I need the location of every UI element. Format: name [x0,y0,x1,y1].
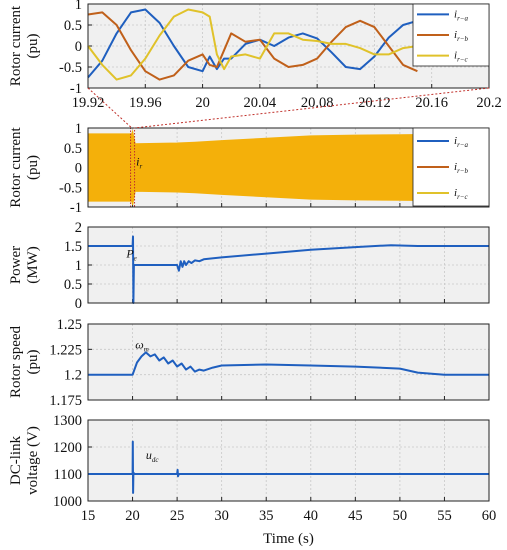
y-tick-label: 1 [75,258,82,274]
plot-frame [87,323,490,401]
y-tick-label: 1.2 [64,368,82,384]
zoom-connector-left [87,87,133,129]
x-tick-label: 20.04 [244,95,277,111]
x-tick-label: 15 [81,508,96,524]
panel-speed: 1.25 1.225 1.2 1.175 Rotor speed(pu) ωm [8,317,490,409]
legend-entry: ir−a [454,135,469,149]
y-tick-label: 0 [75,296,82,312]
y-tick-label: 1 [75,0,82,13]
x-axis-title: Time (s) [263,531,314,547]
x-tick-label: 40 [304,508,319,524]
series-annotation: ir [136,155,142,171]
y-tick-label: 2 [75,220,82,236]
plot-area [88,324,489,400]
y-axis-label: Rotor current(pu) [8,5,41,86]
x-tick-label: 19.96 [129,95,162,111]
legend-entry: ir−a [454,8,469,22]
x-tick-label: 19.92 [72,95,105,111]
x-tick-label: 25 [170,508,185,524]
y-tick-label: 0.5 [64,141,82,157]
y-tick-label: 0.5 [64,18,82,34]
y-tick-label: 1000 [53,494,82,510]
y-tick-label: 0 [75,161,82,177]
x-tick-label: 45 [348,508,363,524]
panel-power: 2 1.5 1 0.5 0 Power(MW) Pe [8,220,490,312]
y-tick-label: 0 [75,39,82,55]
series-line-ir-b [87,11,418,81]
y-axis-label: Power(MW) [8,246,41,284]
plot-frame [87,226,490,304]
y-axis-label: DC-linkvoltage (V) [8,426,41,495]
panel-udc: 1300 1200 1100 1000 DC-linkvoltage (V) 15 20 25… [8,413,496,524]
series-line-udc [88,440,489,494]
legend: ir−a ir−b ir−c [412,3,490,67]
x-tick-label: 20.08 [301,95,334,111]
y-tick-label: 1.25 [57,317,82,333]
x-tick-label: 35 [259,508,274,524]
series-annotation: Pe [125,246,136,262]
y-tick-label: 1.5 [64,239,82,255]
y-tick-label: 1 [75,121,82,137]
y-tick-label: -1 [70,81,82,97]
y-axis-label: Rotor current(pu) [8,126,41,207]
series-annotation: ωm [135,337,149,353]
x-tick-label: 50 [393,508,408,524]
legend: ir−a ir−b ir−c [412,127,490,207]
legend-entry: ir−b [454,29,469,43]
x-tick-label: 20 [195,95,210,111]
y-tick-label: -1 [70,200,82,216]
panel-zoom: 1 0.5 0 -0.5 -1 Rotor current(pu) 19.92 19.96 20… [8,0,502,111]
y-tick-label: -0.5 [59,180,82,196]
y-tick-label: 1.175 [49,393,82,409]
legend-entry: ir−c [454,187,469,201]
y-tick-label: 1300 [53,413,82,429]
series-line-ir-a [87,8,418,79]
legend-entry: ir−c [454,50,469,64]
y-tick-label: 1100 [54,467,82,483]
y-axis-label: Rotor speed(pu) [8,325,41,398]
x-tick-label: 30 [214,508,229,524]
y-tick-label: 0.5 [64,277,82,293]
x-tick-label: 60 [482,508,497,524]
x-tick-label: 20.2 [476,95,501,111]
y-tick-label: 1.225 [49,342,82,358]
series-line-Pe [88,235,489,304]
x-tick-label: 55 [437,508,452,524]
y-tick-label: 1200 [53,440,82,456]
series-line-ir-c [87,8,418,81]
legend-entry: ir−b [454,161,469,175]
y-tick-label: -0.5 [59,60,82,76]
series-annotation: udc [146,448,160,464]
plot-frame [87,419,490,502]
x-tick-label: 20 [125,508,140,524]
x-tick-label: 20.16 [415,95,448,111]
plot-area [88,420,489,501]
zoom-connector-right [134,87,490,129]
series-line-wm [88,351,489,376]
x-tick-label: 20.12 [358,95,391,111]
